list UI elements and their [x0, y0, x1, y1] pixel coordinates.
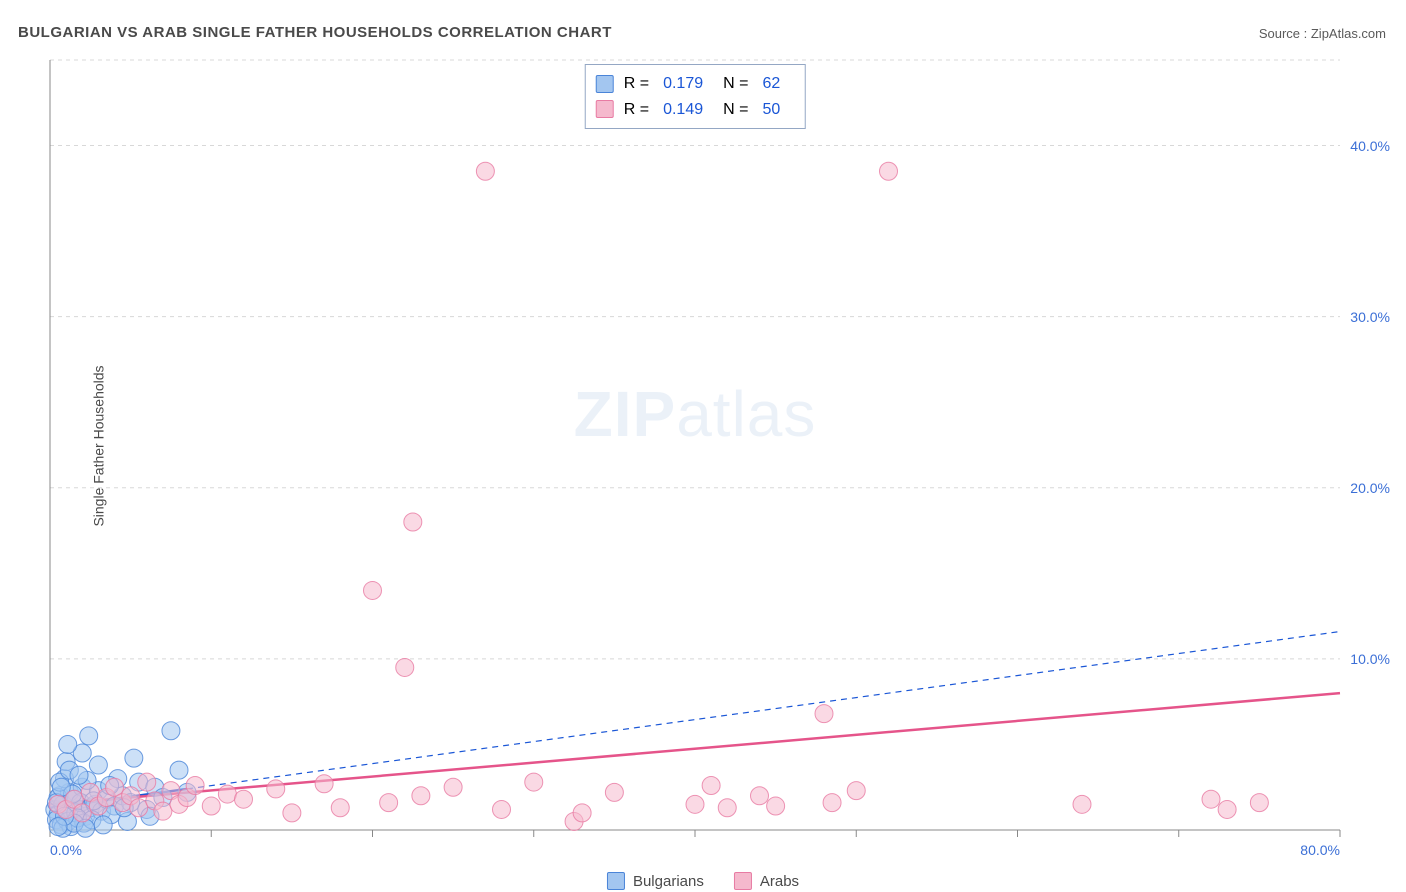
swatch-bulgarians	[596, 75, 614, 93]
y-tick-label: 10.0%	[1350, 651, 1390, 667]
n-label-0: N =	[723, 71, 748, 97]
n-value-0: 62	[762, 71, 780, 97]
legend-label-bulgarians: Bulgarians	[633, 873, 704, 890]
legend-swatch-bulgarians	[607, 872, 625, 890]
y-tick-label: 20.0%	[1350, 480, 1390, 496]
chart-container: BULGARIAN VS ARAB SINGLE FATHER HOUSEHOL…	[0, 0, 1406, 892]
source-label: Source :	[1259, 26, 1311, 41]
r-label-1: R =	[624, 97, 649, 123]
n-label-1: N =	[723, 97, 748, 123]
r-value-0: 0.179	[663, 71, 703, 97]
r-label-0: R =	[624, 71, 649, 97]
x-tick-label: 0.0%	[50, 842, 82, 858]
swatch-arabs	[596, 100, 614, 118]
correlation-row-arabs: R = 0.149 N = 50	[596, 97, 791, 123]
n-value-1: 50	[762, 97, 780, 123]
legend-item-bulgarians: Bulgarians	[607, 872, 704, 890]
source-value: ZipAtlas.com	[1311, 26, 1386, 41]
plot-area: ZIPatlas R = 0.179 N = 62 R = 0.149 N = …	[50, 60, 1340, 830]
scatter-plot-svg	[50, 60, 1340, 830]
chart-title: BULGARIAN VS ARAB SINGLE FATHER HOUSEHOL…	[18, 24, 612, 41]
legend-swatch-arabs	[734, 872, 752, 890]
x-tick-label: 80.0%	[1300, 842, 1340, 858]
r-value-1: 0.149	[663, 97, 703, 123]
y-tick-label: 40.0%	[1350, 138, 1390, 154]
legend-label-arabs: Arabs	[760, 873, 799, 890]
source-attribution: Source : ZipAtlas.com	[1259, 26, 1386, 41]
correlation-legend: R = 0.179 N = 62 R = 0.149 N = 50	[585, 64, 806, 129]
series-legend: Bulgarians Arabs	[607, 872, 799, 890]
correlation-row-bulgarians: R = 0.179 N = 62	[596, 71, 791, 97]
y-tick-label: 30.0%	[1350, 309, 1390, 325]
legend-item-arabs: Arabs	[734, 872, 799, 890]
